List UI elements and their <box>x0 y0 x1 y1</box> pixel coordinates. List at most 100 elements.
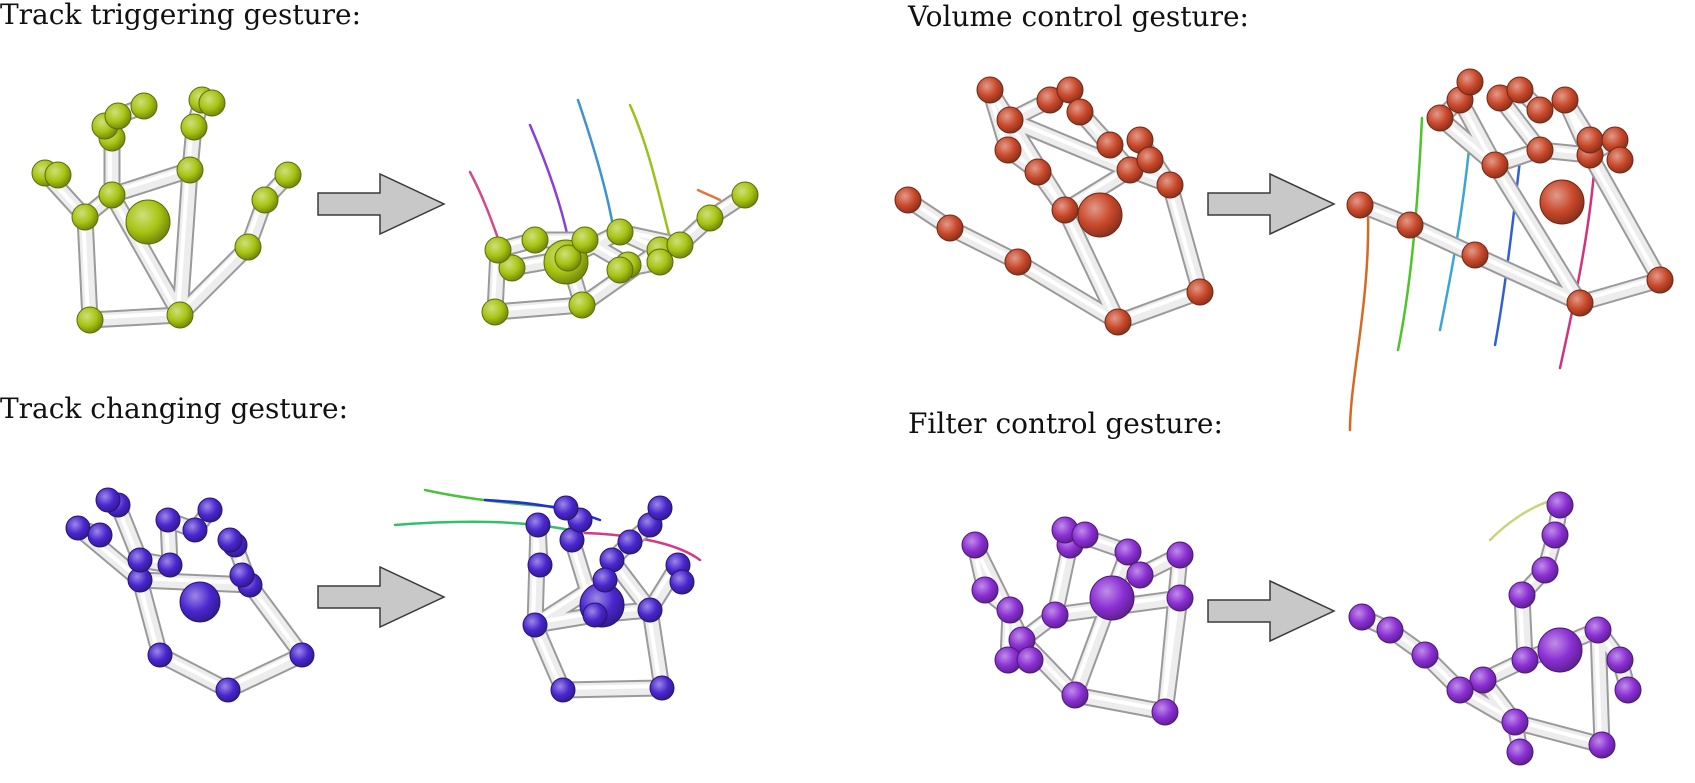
motion-trail <box>423 488 577 510</box>
joint-sphere <box>527 552 553 578</box>
filter-control-hand-skeleton <box>961 516 1194 726</box>
motion-trail <box>393 520 572 532</box>
joint-sphere <box>666 231 694 259</box>
joint-sphere <box>1526 136 1554 164</box>
joint-sphere <box>961 531 989 559</box>
joint-sphere <box>521 226 549 254</box>
joint-sphere <box>1546 491 1574 519</box>
motion-trail <box>1493 158 1522 347</box>
joint-sphere <box>1541 521 1569 549</box>
joint-sphere <box>522 612 548 638</box>
joint-sphere <box>1396 211 1424 239</box>
track-triggering-title: Track triggering gesture: <box>0 0 362 31</box>
motion-trail <box>1348 213 1370 432</box>
joint-sphere <box>1151 698 1179 726</box>
joint-sphere <box>1066 98 1094 126</box>
bone-highlight <box>176 166 190 315</box>
joint-sphere <box>98 181 126 209</box>
joint-sphere <box>251 186 279 214</box>
joint-sphere <box>130 92 158 120</box>
joint-sphere <box>95 487 121 513</box>
joint-sphere <box>1024 158 1052 186</box>
bone-highlight <box>136 576 250 585</box>
bone <box>1111 285 1207 329</box>
joint-sphere <box>1469 666 1497 694</box>
bone <box>173 163 197 322</box>
joint-sphere <box>996 596 1024 624</box>
joint-sphere <box>646 248 674 276</box>
joint-sphere <box>1041 601 1069 629</box>
track-changing-title: Track changing gesture: <box>0 392 349 425</box>
filter-control-hand-skeleton <box>1348 491 1642 766</box>
bone-highlight <box>1471 251 1580 303</box>
joint-sphere <box>606 218 634 246</box>
palm-sphere <box>1089 575 1135 621</box>
joint-sphere <box>1588 731 1616 759</box>
joint-sphere <box>1584 616 1612 644</box>
bone-highlight <box>1006 116 1130 170</box>
joint-sphere <box>197 497 223 523</box>
palm-sphere <box>1077 192 1123 238</box>
joint-sphere <box>976 76 1004 104</box>
joint-sphere <box>1104 308 1132 336</box>
joint-sphere <box>1456 68 1484 96</box>
joint-sphere <box>696 204 724 232</box>
joint-sphere <box>147 642 173 668</box>
transition-arrow <box>1207 172 1336 236</box>
bone-highlight <box>224 651 302 690</box>
joint-sphere <box>1061 681 1089 709</box>
joint-sphere <box>617 529 643 555</box>
joint-sphere <box>582 602 608 628</box>
joint-sphere <box>289 642 315 668</box>
volume-control-hand-skeleton <box>894 76 1214 336</box>
joint-sphere <box>568 291 596 319</box>
bone-highlight <box>1161 551 1180 712</box>
motion-trail <box>576 98 617 242</box>
joint-sphere <box>166 301 194 329</box>
joint-sphere <box>127 547 153 573</box>
joint-sphere <box>217 527 243 553</box>
joint-sphere <box>1508 581 1536 609</box>
bone-highlight <box>1594 626 1602 745</box>
joint-sphere <box>481 298 509 326</box>
track-changing-hand-skeleton <box>393 488 702 703</box>
joint-sphere <box>647 495 673 521</box>
bone-highlight <box>1166 181 1200 292</box>
joint-sphere <box>1551 86 1579 114</box>
joint-sphere <box>553 495 579 521</box>
joint-sphere <box>936 214 964 242</box>
joint-sphere <box>1126 561 1154 589</box>
joint-sphere <box>1426 104 1454 132</box>
bone-highlight <box>1014 258 1118 322</box>
transition-arrow <box>317 172 446 236</box>
joint-sphere <box>1071 521 1099 549</box>
joint-sphere <box>182 517 208 543</box>
joint-sphere <box>1186 278 1214 306</box>
motion-trail <box>1558 158 1597 370</box>
track-changing-hand-skeleton <box>65 487 315 703</box>
palm-sphere <box>1539 179 1585 225</box>
bone-highlight <box>176 243 248 315</box>
joint-sphere <box>1166 541 1194 569</box>
bone-highlight <box>81 213 90 320</box>
bone-highlight <box>986 86 1065 210</box>
joint-sphere <box>637 597 663 623</box>
track-triggering-hand-skeleton <box>468 98 759 326</box>
joint-sphere <box>274 161 302 189</box>
joint-sphere <box>87 522 113 548</box>
joint-sphere <box>65 515 91 541</box>
joint-sphere <box>1051 196 1079 224</box>
joint-sphere <box>498 254 526 282</box>
joint-sphere <box>1411 641 1439 669</box>
joint-sphere <box>1348 603 1376 631</box>
bone-highlight <box>1114 288 1200 322</box>
motion-trail <box>628 103 672 240</box>
joint-sphere <box>1606 146 1634 174</box>
bone <box>221 648 309 697</box>
volume-control-hand-skeleton <box>1346 68 1674 432</box>
joint-sphere <box>1646 266 1674 294</box>
palm-sphere <box>125 199 171 245</box>
joint-sphere <box>71 203 99 231</box>
joint-sphere <box>606 256 634 284</box>
joint-sphere <box>1346 191 1374 219</box>
